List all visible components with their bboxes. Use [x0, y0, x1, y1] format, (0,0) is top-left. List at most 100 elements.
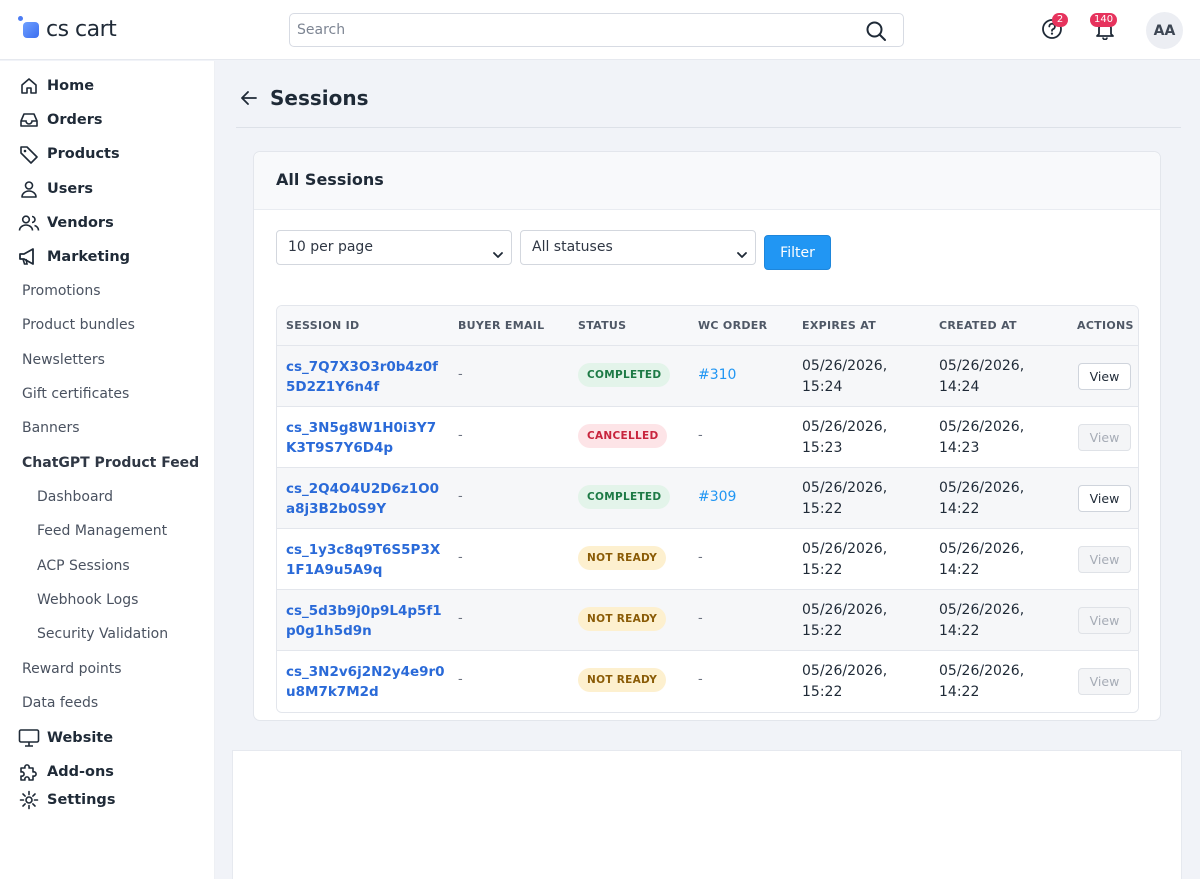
sidebar-item-dashboard[interactable]: Dashboard — [37, 489, 113, 505]
home-icon — [18, 75, 40, 97]
view-button[interactable]: View — [1078, 607, 1131, 634]
expires-time: 15:22 — [802, 684, 843, 700]
notifications-button[interactable]: 140 — [1090, 13, 1118, 44]
expires-date: 05/26/2026, — [802, 419, 888, 435]
wc-order: - — [698, 672, 703, 687]
sidebar-item-promotions[interactable]: Promotions — [22, 283, 101, 299]
session-id-link[interactable]: cs_5d3b9j0p9L4p5f1p0g1h5d9n — [286, 603, 442, 639]
created-at: 05/26/2026, 14:23 — [939, 417, 1024, 459]
created-time: 14:23 — [939, 440, 980, 456]
expires-at: 05/26/2026, 15:24 — [802, 356, 887, 398]
buyer-email: - — [458, 611, 463, 626]
view-button[interactable]: View — [1078, 546, 1131, 573]
inbox-icon — [18, 109, 40, 131]
expires-date: 05/26/2026, — [802, 663, 888, 679]
sidebar-item-reward-points[interactable]: Reward points — [22, 661, 122, 677]
column-header-expires-at: EXPIRES AT — [802, 319, 877, 332]
column-header-actions: ACTIONS — [1077, 319, 1134, 332]
created-time: 14:22 — [939, 562, 980, 578]
created-date: 05/26/2026, — [939, 480, 1025, 496]
wc-order: - — [698, 428, 703, 443]
sidebar-item-products[interactable]: Products — [18, 142, 120, 166]
sidebar-item-orders[interactable]: Orders — [18, 108, 102, 132]
status-badge: NOT READY — [578, 607, 667, 631]
sessions-card: All Sessions 10 per page All statuses Fi… — [253, 151, 1161, 721]
sidebar-item-users[interactable]: Users — [18, 177, 93, 201]
table-row: cs_1y3c8q9T6S5P3X1F1A9u5A9q - NOT READY - 05… — [277, 529, 1138, 590]
table-row: cs_7Q7X3O3r0b4z0f5D2Z1Y6n4f - COMPLETED #31… — [277, 346, 1138, 407]
expires-at: 05/26/2026, 15:22 — [802, 539, 887, 581]
buyer-email: - — [458, 367, 463, 382]
session-id-link[interactable]: cs_3N5g8W1H0i3Y7K3T9S7Y6D4p — [286, 420, 437, 456]
expires-time: 15:23 — [802, 440, 843, 456]
search-icon[interactable] — [865, 20, 887, 46]
sidebar-item-newsletters[interactable]: Newsletters — [22, 352, 105, 368]
view-button[interactable]: View — [1078, 485, 1131, 512]
logo-text: cs cart — [46, 16, 117, 42]
view-button[interactable]: View — [1078, 363, 1131, 390]
sidebar-item-banners[interactable]: Banners — [22, 420, 80, 436]
sidebar-item-webhook-logs[interactable]: Webhook Logs — [37, 592, 139, 608]
column-header-status: STATUS — [578, 319, 627, 332]
view-button[interactable]: View — [1078, 424, 1131, 451]
sidebar-item-feed-management[interactable]: Feed Management — [37, 523, 168, 539]
expires-time: 15:24 — [802, 379, 843, 395]
sidebar-item-website[interactable]: Website — [18, 726, 113, 750]
avatar[interactable]: AA — [1146, 12, 1183, 49]
per-page-select[interactable]: 10 per page — [276, 230, 512, 265]
sidebar: Home Orders Products Users Vendors Marke… — [0, 61, 215, 879]
expires-date: 05/26/2026, — [802, 602, 888, 618]
users-icon — [18, 212, 40, 234]
help-button[interactable]: 2 — [1041, 13, 1068, 44]
status-value: All statuses — [532, 239, 613, 255]
expires-date: 05/26/2026, — [802, 480, 888, 496]
created-at: 05/26/2026, 14:22 — [939, 661, 1024, 703]
session-id-link[interactable]: cs_1y3c8q9T6S5P3X1F1A9u5A9q — [286, 542, 441, 578]
megaphone-icon — [18, 246, 40, 268]
logo-mark-icon — [18, 16, 44, 42]
search-input[interactable] — [290, 14, 850, 46]
sidebar-item-home[interactable]: Home — [18, 74, 94, 98]
created-date: 05/26/2026, — [939, 602, 1025, 618]
view-button[interactable]: View — [1078, 668, 1131, 695]
status-badge: NOT READY — [578, 546, 667, 570]
sessions-table: SESSION ID BUYER EMAIL STATUS WC ORDER E… — [276, 305, 1139, 713]
session-id-link[interactable]: cs_2Q4O4U2D6z1O0a8j3B2b0S9Y — [286, 481, 439, 517]
sidebar-item-acp-sessions[interactable]: ACP Sessions — [37, 558, 130, 574]
expires-time: 15:22 — [802, 562, 843, 578]
card-header: All Sessions — [254, 152, 1160, 210]
filter-button[interactable]: Filter — [764, 235, 831, 270]
per-page-value: 10 per page — [288, 239, 373, 255]
wc-order-link[interactable]: #310 — [698, 367, 737, 383]
expires-time: 15:22 — [802, 623, 843, 639]
expires-date: 05/26/2026, — [802, 541, 888, 557]
logo[interactable]: cs cart — [18, 16, 117, 42]
status-badge: CANCELLED — [578, 424, 668, 448]
created-time: 14:22 — [939, 684, 980, 700]
created-date: 05/26/2026, — [939, 419, 1025, 435]
buyer-email: - — [458, 489, 463, 504]
sidebar-item-chatgpt-product-feed[interactable]: ChatGPT Product Feed — [22, 455, 200, 471]
gear-icon — [18, 789, 40, 811]
sidebar-item-marketing[interactable]: Marketing — [18, 245, 130, 269]
sidebar-item-product-bundles[interactable]: Product bundles — [22, 317, 135, 333]
buyer-email: - — [458, 672, 463, 687]
sidebar-item-security-validation[interactable]: Security Validation — [37, 626, 169, 642]
status-select[interactable]: All statuses — [520, 230, 756, 265]
session-id-link[interactable]: cs_7Q7X3O3r0b4z0f5D2Z1Y6n4f — [286, 359, 438, 395]
column-header-wc-order: WC ORDER — [698, 319, 768, 332]
notifications-badge: 140 — [1090, 13, 1118, 27]
sidebar-item-gift-certificates[interactable]: Gift certificates — [22, 386, 130, 402]
expires-at: 05/26/2026, 15:22 — [802, 600, 887, 642]
back-arrow-icon[interactable] — [239, 88, 259, 112]
expires-at: 05/26/2026, 15:23 — [802, 417, 887, 459]
sidebar-item-settings[interactable]: Settings — [18, 788, 115, 812]
lower-panel — [232, 750, 1182, 879]
sidebar-item-data-feeds[interactable]: Data feeds — [22, 695, 99, 711]
sidebar-item-add-ons[interactable]: Add-ons — [18, 760, 114, 784]
session-id-link[interactable]: cs_3N2v6j2N2y4e9r0u8M7k7M2d — [286, 664, 445, 700]
sidebar-item-vendors[interactable]: Vendors — [18, 211, 114, 235]
wc-order-link[interactable]: #309 — [698, 489, 737, 505]
expires-at: 05/26/2026, 15:22 — [802, 478, 887, 520]
table-row: cs_3N5g8W1H0i3Y7K3T9S7Y6D4p - CANCELLED - 05… — [277, 407, 1138, 468]
